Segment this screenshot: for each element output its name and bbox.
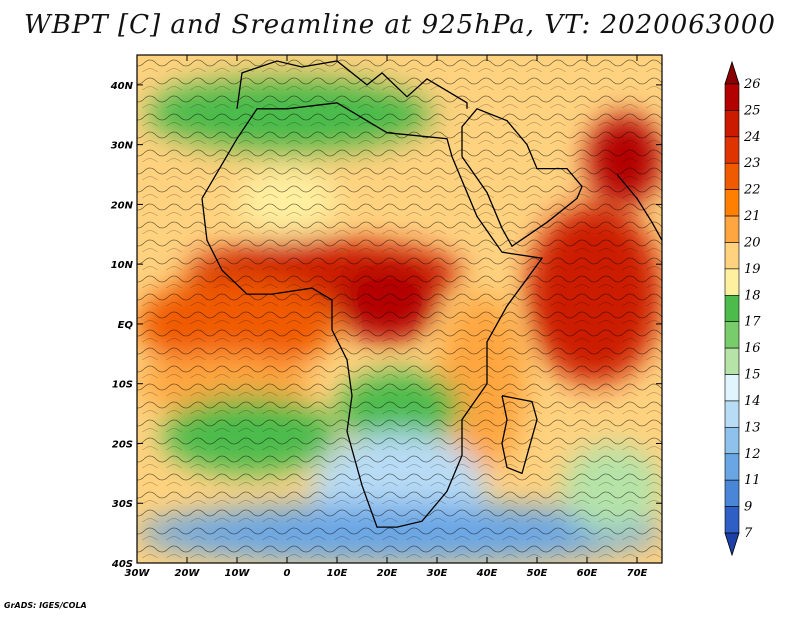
longitude-axis: 30W 20W 10W 0 10E 20E 30E 40E 50E 60E 70E <box>125 55 648 579</box>
lat-tick-label: 10S <box>112 380 133 391</box>
lon-tick-label: 30W <box>125 568 151 579</box>
colorbar-swatch <box>724 532 740 557</box>
colorbar-label: 26 <box>743 77 761 92</box>
colorbar-swatch <box>724 321 740 349</box>
colorbar-label: 7 <box>744 526 753 541</box>
colorbar-label: 13 <box>744 420 761 435</box>
lon-tick-label: 60E <box>577 568 598 579</box>
colorbar-label: 16 <box>744 341 761 356</box>
lat-tick-label: 20S <box>112 439 133 450</box>
colorbar: 26 25 24 23 22 21 20 19 18 17 16 15 14 13 12 11 9 7 <box>724 60 761 557</box>
colorbar-label: 17 <box>744 315 761 330</box>
lat-tick-label: 40S <box>111 559 133 570</box>
chart-title: WBPT [C] and Sreamline at 925hPa, VT: 20… <box>24 10 776 40</box>
colorbar-swatch <box>724 479 740 507</box>
latitude-axis: 40N 30N 20N 10N EQ 10S 20S 30S 40S <box>110 81 662 570</box>
colorbar-label: 19 <box>744 262 761 277</box>
colorbar-swatch <box>724 242 740 270</box>
colorbar-label: 15 <box>744 368 761 383</box>
coastline-segment <box>461 108 583 248</box>
lon-tick-label: 40E <box>476 568 498 579</box>
colorbar-label: 18 <box>744 288 761 303</box>
map-frame <box>136 54 663 564</box>
colorbar-swatch <box>724 347 740 375</box>
lon-tick-label: 0 <box>284 568 291 579</box>
colorbar-swatch <box>724 189 740 217</box>
coastline-segment <box>201 102 544 528</box>
colorbar-swatch <box>724 215 740 243</box>
colorbar-label: 21 <box>743 209 761 224</box>
colorbar-swatch <box>724 294 740 323</box>
lat-tick-label: 10N <box>111 260 134 271</box>
lon-tick-label: 50E <box>527 568 548 579</box>
lon-tick-label: 70E <box>627 568 648 579</box>
colorbar-label: 12 <box>744 447 761 462</box>
lat-tick-label: 40N <box>110 81 134 92</box>
colorbar-swatch <box>724 374 740 402</box>
colorbar-label: 9 <box>744 500 752 515</box>
colorbar-label: 22 <box>743 183 761 198</box>
colorbar-swatch <box>724 268 740 296</box>
colorbar-label: 24 <box>743 130 761 145</box>
lat-tick-label: 30N <box>111 141 134 152</box>
lon-tick-label: 30E <box>427 568 448 579</box>
colorbar-swatch <box>724 136 740 164</box>
colorbar-swatch <box>724 162 740 190</box>
lon-tick-label: 10W <box>225 568 251 579</box>
colorbar-swatch <box>724 400 740 428</box>
lon-tick-label: 10E <box>327 568 348 579</box>
map-panel <box>137 55 662 563</box>
coastline-segment <box>501 395 538 475</box>
colorbar-swatch <box>724 453 740 481</box>
coastline-segment <box>236 60 468 109</box>
lat-tick-label: 30S <box>112 499 133 510</box>
colorbar-label: 25 <box>743 103 761 118</box>
lon-tick-label: 20W <box>175 568 201 579</box>
colorbar-label: 23 <box>743 156 761 171</box>
colorbar-swatch <box>724 60 740 85</box>
lat-tick-label: EQ <box>118 320 134 331</box>
lat-tick-label: 20N <box>111 200 134 211</box>
coastlines <box>201 60 662 528</box>
colorbar-label: 14 <box>744 394 761 409</box>
colorbar-swatch <box>724 506 740 534</box>
colorbar-swatch <box>724 110 740 138</box>
credit-label: GrADS: IGES/COLA <box>4 601 87 610</box>
colorbar-label: 20 <box>743 235 761 250</box>
colorbar-label: 11 <box>744 473 761 488</box>
coastline-segment <box>616 174 662 241</box>
colorbar-swatch <box>724 427 740 455</box>
streamline-texture <box>137 55 662 563</box>
lon-tick-label: 20E <box>377 568 398 579</box>
colorbar-swatch <box>724 83 740 111</box>
